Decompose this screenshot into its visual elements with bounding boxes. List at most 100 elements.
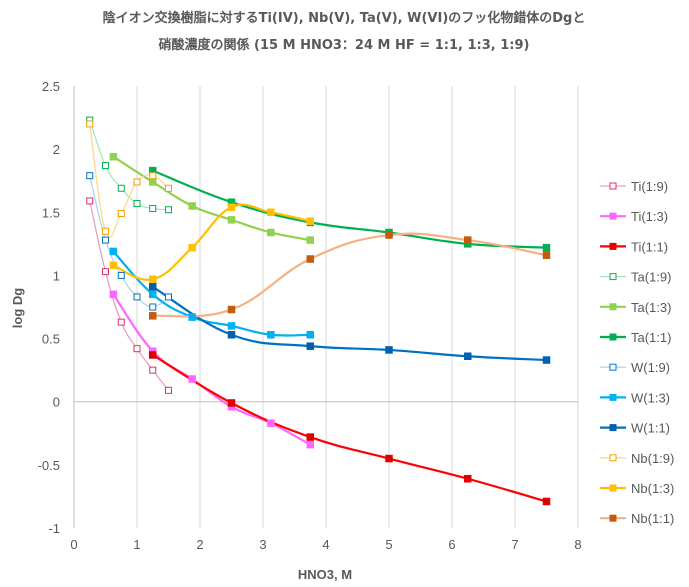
data-point-w-1-3 xyxy=(227,322,236,330)
legend-swatch-marker xyxy=(609,273,617,281)
legend-swatch-marker xyxy=(609,363,617,371)
data-point-nb-1-3 xyxy=(149,275,157,283)
y-tick-label: 2.5 xyxy=(42,79,60,94)
data-point-ta-1-1 xyxy=(542,243,551,252)
data-point-ta-1-3 xyxy=(267,228,275,237)
data-point-w-1-1 xyxy=(306,342,314,350)
data-point-ti-1-9 xyxy=(133,345,141,353)
legend-swatch-marker xyxy=(609,393,617,401)
legend-label-nb-1-1: Nb(1:1) xyxy=(631,511,674,526)
legend-swatch-marker xyxy=(609,454,617,462)
data-point-ti-1-3 xyxy=(188,375,196,383)
legend-label-ti-1-9: Ti(1:9) xyxy=(631,179,668,194)
data-point-w-1-9 xyxy=(133,293,141,301)
data-point-ta-1-3 xyxy=(109,152,118,161)
data-point-w-1-3 xyxy=(306,331,314,339)
y-tick-label: 1 xyxy=(53,268,60,283)
data-point-ta-1-3 xyxy=(306,236,314,244)
legend-label-ti-1-1: Ti(1:1) xyxy=(631,239,668,254)
legend-swatch-marker xyxy=(609,182,617,190)
data-point-nb-1-9 xyxy=(86,120,94,128)
series-line-ti-1-3 xyxy=(112,293,311,446)
legend-swatch-marker xyxy=(609,212,617,220)
data-point-ti-1-9 xyxy=(86,197,94,205)
data-point-nb-1-1 xyxy=(542,251,551,259)
data-point-w-1-9 xyxy=(102,236,109,244)
data-point-ta-1-3 xyxy=(227,216,236,224)
data-point-w-1-1 xyxy=(464,352,472,361)
data-point-nb-1-9 xyxy=(117,210,125,218)
x-tick-label: 6 xyxy=(448,537,455,552)
data-point-ta-1-9 xyxy=(117,184,125,192)
data-point-ti-1-1 xyxy=(227,399,236,407)
y-tick-label: 0 xyxy=(53,395,60,410)
x-tick-label: 2 xyxy=(196,537,203,552)
series-line-ti-1-9 xyxy=(89,200,170,391)
data-point-nb-1-1 xyxy=(385,231,393,239)
data-point-w-1-3 xyxy=(109,247,118,256)
data-point-nb-1-9 xyxy=(102,227,109,235)
legend-label-w-1-3: W(1:3) xyxy=(631,390,670,405)
y-tick-label: 0.5 xyxy=(42,332,60,347)
data-point-nb-1-9 xyxy=(133,178,141,186)
data-point-w-1-9 xyxy=(86,172,94,180)
legend-swatch-marker xyxy=(609,514,617,522)
data-point-ti-1-3 xyxy=(109,290,118,299)
data-point-w-1-3 xyxy=(188,313,196,321)
legend-swatch-marker xyxy=(609,242,617,250)
legend-label-w-1-9: W(1:9) xyxy=(631,360,670,375)
legend-label-nb-1-9: Nb(1:9) xyxy=(631,451,674,466)
legend-swatch-marker xyxy=(609,303,617,311)
chart-gridlines xyxy=(136,86,579,528)
legend-swatch-marker xyxy=(609,333,617,341)
series-line-nb-1-9 xyxy=(89,123,169,239)
series-markers xyxy=(86,116,551,506)
legend-label-ta-1-9: Ta(1:9) xyxy=(631,270,671,285)
data-point-w-1-1 xyxy=(227,331,236,339)
data-point-ta-1-9 xyxy=(133,199,141,207)
y-tick-label: 1.5 xyxy=(42,205,60,220)
x-axis-label: HNO3, M xyxy=(298,567,352,582)
y-axis-label: log Dg xyxy=(10,288,25,328)
data-point-w-1-3 xyxy=(149,290,157,299)
data-point-nb-1-3 xyxy=(306,217,314,225)
data-point-nb-1-3 xyxy=(227,203,236,211)
data-point-ta-1-9 xyxy=(149,204,157,212)
data-point-ti-1-3 xyxy=(267,419,275,427)
data-point-ti-1-1 xyxy=(149,351,157,359)
data-point-ti-1-9 xyxy=(165,386,172,394)
data-point-w-1-1 xyxy=(149,283,157,291)
data-point-nb-1-9 xyxy=(149,172,157,180)
data-point-nb-1-3 xyxy=(109,261,118,270)
data-point-nb-1-3 xyxy=(188,243,196,252)
x-tick-label: 8 xyxy=(574,537,581,552)
legend-label-ta-1-1: Ta(1:1) xyxy=(631,330,671,345)
y-tick-label: -1 xyxy=(48,521,60,536)
series-line-nb-1-3 xyxy=(112,203,311,281)
y-tick-label: 2 xyxy=(53,142,60,157)
data-point-ti-1-9 xyxy=(117,318,125,326)
series-line-ti-1-1 xyxy=(152,354,547,503)
x-tick-label: 1 xyxy=(133,537,140,552)
data-point-nb-1-9 xyxy=(165,184,172,192)
legend-label-nb-1-3: Nb(1:3) xyxy=(631,481,674,496)
data-point-ti-1-1 xyxy=(385,454,393,463)
data-point-ti-1-9 xyxy=(149,366,157,374)
data-point-nb-1-1 xyxy=(227,305,236,314)
y-tick-label: -0.5 xyxy=(38,458,60,473)
data-point-ti-1-1 xyxy=(306,433,314,441)
data-point-w-1-9 xyxy=(149,303,157,311)
series-line-ta-1-1 xyxy=(152,169,547,249)
legend-label-w-1-1: W(1:1) xyxy=(631,421,670,436)
tick-labels: 0 1 2 3 4 5 6 7 8 -1 -0.5 0 0.5 1 1.5 2 2.5 xyxy=(38,79,582,552)
data-point-w-1-9 xyxy=(165,293,172,301)
legend-swatch-marker xyxy=(609,424,617,432)
data-point-w-1-1 xyxy=(385,346,393,354)
chart-title-line2: 硝酸濃度の関係 (15 M HNO3：24 M HF = 1:1, 1:3, 1… xyxy=(159,37,530,53)
data-point-ta-1-9 xyxy=(102,162,109,170)
data-point-ti-1-1 xyxy=(464,474,472,483)
data-point-w-1-9 xyxy=(117,271,125,279)
data-point-ti-1-1 xyxy=(542,497,551,506)
series-line-w-1-1 xyxy=(152,285,547,362)
data-point-nb-1-1 xyxy=(149,312,157,320)
